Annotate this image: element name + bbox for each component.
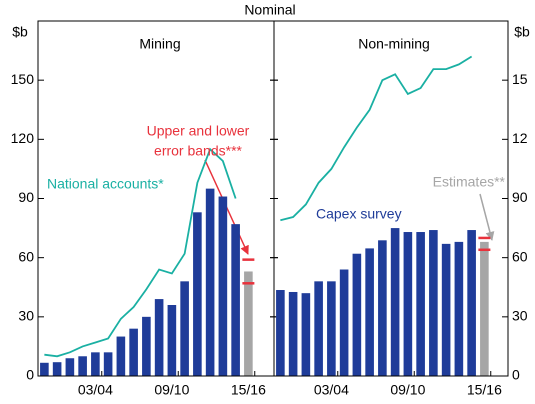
bar: [301, 293, 311, 376]
line: [44, 147, 237, 358]
bar: [167, 305, 177, 376]
annotation: error bands***: [154, 143, 242, 159]
bar: [40, 362, 49, 376]
bar: [205, 188, 215, 376]
annotation: Upper and lower: [147, 123, 250, 139]
panel-title: Non-mining: [358, 36, 430, 52]
bar: [327, 281, 336, 376]
bar: [276, 290, 285, 376]
bar: [441, 243, 451, 376]
x-tick-label: 09/10: [154, 382, 189, 398]
bar: [416, 232, 425, 376]
series-label: National accounts*: [47, 176, 164, 192]
x-tick-label: 15/16: [467, 382, 502, 398]
bar: [180, 281, 189, 376]
y-tick-label: 120: [11, 130, 35, 146]
bar: [480, 241, 489, 376]
bar: [65, 358, 75, 376]
bar: [91, 352, 100, 376]
bar: [314, 281, 323, 376]
y-tick-label: 15: [512, 71, 528, 87]
y-axis-label: $b: [12, 24, 28, 40]
y-tick-label: 30: [18, 308, 34, 324]
annotation-arrow: [479, 193, 495, 241]
x-tick-label: 15/16: [231, 382, 266, 398]
y-tick-label: 0: [512, 367, 520, 383]
y-tick-label: 60: [512, 248, 528, 264]
bar: [378, 240, 387, 376]
bar: [403, 232, 413, 376]
plot-frame: [37, 20, 509, 377]
y-tick-label: 150: [11, 71, 35, 87]
x-tick-label: 03/04: [78, 382, 113, 398]
bar: [390, 228, 400, 376]
bar: [352, 253, 362, 376]
bar: [467, 230, 476, 376]
series-label: Estimates**: [433, 174, 506, 190]
bar: [231, 224, 240, 376]
series-label: Capex survey: [316, 206, 402, 222]
bar: [154, 299, 164, 376]
bar: [218, 196, 228, 376]
panel-title: Mining: [139, 36, 180, 52]
y-tick-label: 12: [512, 130, 528, 146]
y-tick-label: 60: [18, 248, 34, 264]
bar: [288, 291, 298, 376]
bar: [129, 328, 138, 376]
y-tick-label: 90: [18, 189, 34, 205]
supertitle: Nominal: [244, 2, 295, 18]
x-tick-label: 09/10: [390, 382, 425, 398]
bar: [193, 212, 202, 376]
y2-axis-label: $b: [514, 24, 530, 40]
bar: [429, 230, 438, 376]
bar: [142, 316, 151, 376]
bar: [339, 269, 349, 376]
y-tick-label: 30: [512, 308, 528, 324]
x-tick-label: 03/04: [314, 382, 349, 398]
bar: [116, 336, 126, 376]
y-tick-label: 0: [26, 367, 34, 383]
bar: [365, 248, 374, 376]
y-tick-label: 90: [512, 189, 528, 205]
bar: [52, 362, 62, 376]
bar: [454, 241, 464, 376]
bar: [78, 356, 87, 376]
line: [280, 55, 473, 222]
bar: [103, 352, 113, 376]
bar: [244, 271, 253, 376]
